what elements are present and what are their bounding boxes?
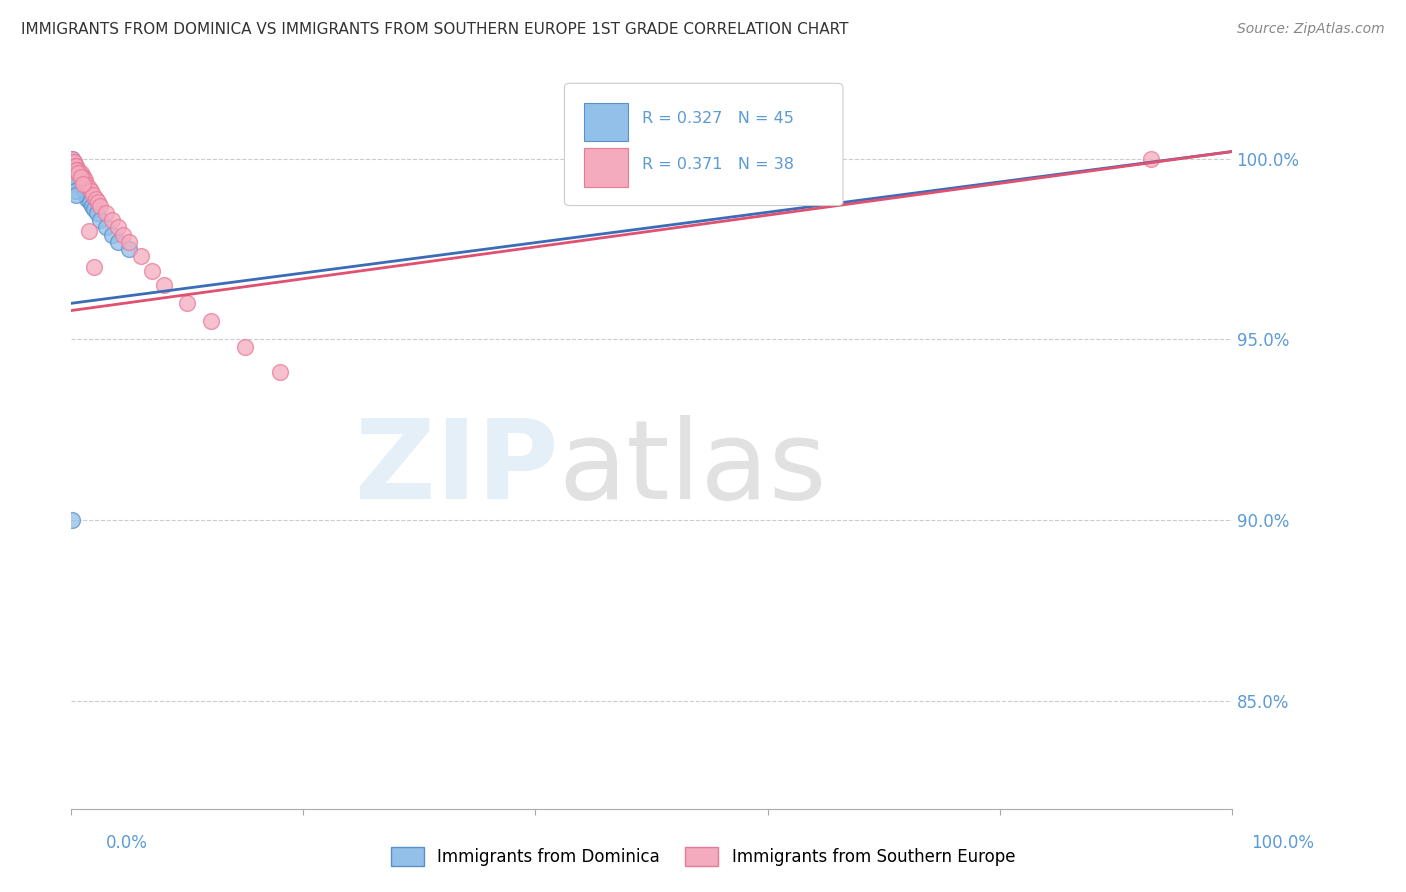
Text: IMMIGRANTS FROM DOMINICA VS IMMIGRANTS FROM SOUTHERN EUROPE 1ST GRADE CORRELATIO: IMMIGRANTS FROM DOMINICA VS IMMIGRANTS F…: [21, 22, 849, 37]
Point: [72, 177, 94, 191]
Point: [65, 166, 87, 180]
Point: [80, 184, 103, 198]
Point: [75, 173, 97, 187]
Point: [66, 162, 89, 177]
Point: [63, 184, 86, 198]
Point: [65, 162, 87, 177]
Text: atlas: atlas: [558, 415, 827, 522]
Point: [69, 169, 91, 184]
Point: [62, 155, 84, 169]
Point: [101, 213, 124, 227]
FancyBboxPatch shape: [564, 83, 844, 205]
Point: [84, 192, 107, 206]
Text: ZIP: ZIP: [356, 415, 558, 522]
Point: [269, 365, 291, 379]
Point: [67, 162, 90, 177]
Point: [83, 260, 105, 275]
Point: [67, 173, 90, 187]
Point: [60, 152, 83, 166]
Point: [62, 155, 84, 169]
Point: [63, 166, 86, 180]
Point: [72, 177, 94, 191]
Point: [82, 199, 104, 213]
Point: [66, 162, 89, 177]
Point: [107, 220, 129, 235]
Point: [69, 169, 91, 184]
Point: [67, 166, 90, 180]
Point: [87, 195, 110, 210]
Point: [118, 235, 141, 249]
Point: [63, 162, 86, 177]
Point: [62, 159, 84, 173]
Point: [75, 184, 97, 198]
Point: [76, 192, 98, 206]
Point: [89, 199, 111, 213]
Point: [153, 278, 176, 293]
Point: [67, 166, 90, 180]
Point: [69, 166, 91, 180]
Point: [60, 159, 83, 173]
Point: [63, 169, 86, 184]
Point: [83, 202, 105, 217]
Point: [65, 188, 87, 202]
Point: [118, 242, 141, 256]
Text: R = 0.327   N = 45: R = 0.327 N = 45: [643, 111, 794, 126]
Text: 100.0%: 100.0%: [1251, 834, 1315, 852]
Bar: [583, 148, 628, 187]
Point: [75, 188, 97, 202]
Point: [62, 162, 84, 177]
Point: [129, 249, 152, 263]
Point: [77, 224, 100, 238]
Point: [65, 159, 87, 173]
Point: [73, 173, 96, 187]
Point: [112, 227, 135, 242]
Point: [65, 162, 87, 177]
Point: [107, 235, 129, 249]
Point: [72, 169, 94, 184]
Point: [89, 213, 111, 227]
Text: Source: ZipAtlas.com: Source: ZipAtlas.com: [1237, 22, 1385, 37]
Point: [60, 155, 83, 169]
Point: [73, 180, 96, 194]
Point: [67, 166, 90, 180]
Point: [1139, 152, 1161, 166]
Point: [67, 169, 90, 184]
Point: [60, 152, 83, 166]
Point: [65, 169, 87, 184]
Point: [77, 180, 100, 194]
Point: [63, 159, 86, 173]
Point: [176, 296, 198, 310]
Point: [82, 188, 104, 202]
Point: [72, 169, 94, 184]
Point: [62, 166, 84, 180]
Point: [60, 513, 83, 527]
Point: [86, 206, 108, 220]
Point: [70, 180, 93, 194]
Point: [69, 177, 91, 191]
Point: [70, 169, 93, 184]
Point: [66, 166, 89, 180]
Point: [62, 177, 84, 191]
Point: [60, 169, 83, 184]
Point: [79, 195, 101, 210]
Point: [67, 166, 90, 180]
Point: [200, 314, 222, 328]
Point: [70, 173, 93, 187]
Point: [63, 159, 86, 173]
Point: [141, 264, 163, 278]
Point: [94, 206, 117, 220]
Point: [75, 177, 97, 191]
Bar: [583, 103, 628, 141]
Text: 0.0%: 0.0%: [105, 834, 148, 852]
Point: [94, 220, 117, 235]
Point: [101, 227, 124, 242]
Legend: Immigrants from Dominica, Immigrants from Southern Europe: Immigrants from Dominica, Immigrants fro…: [384, 840, 1022, 873]
Text: R = 0.371   N = 38: R = 0.371 N = 38: [643, 157, 794, 172]
Point: [66, 173, 89, 187]
Point: [233, 340, 256, 354]
